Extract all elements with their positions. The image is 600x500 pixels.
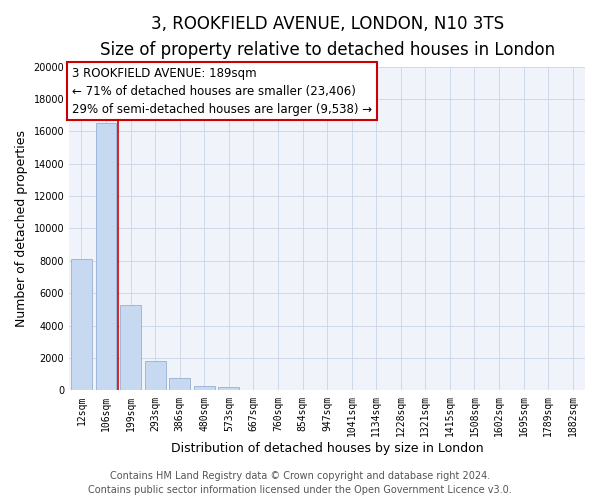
Bar (145, 362, 166, 390)
Bar (218, 387, 239, 390)
Bar (169, 378, 190, 390)
Text: 3 ROOKFIELD AVENUE: 189sqm
← 71% of detached houses are smaller (23,406)
29% of : 3 ROOKFIELD AVENUE: 189sqm ← 71% of deta… (72, 66, 372, 116)
Bar (120, 304, 141, 390)
Bar (71, 260, 92, 390)
Title: 3, ROOKFIELD AVENUE, LONDON, N10 3TS
Size of property relative to detached house: 3, ROOKFIELD AVENUE, LONDON, N10 3TS Siz… (100, 15, 554, 60)
Text: Contains HM Land Registry data © Crown copyright and database right 2024.
Contai: Contains HM Land Registry data © Crown c… (88, 471, 512, 495)
X-axis label: Distribution of detached houses by size in London: Distribution of detached houses by size … (171, 442, 484, 455)
Y-axis label: Number of detached properties: Number of detached properties (15, 130, 28, 327)
Bar (95, 123, 116, 390)
Bar (194, 386, 215, 390)
